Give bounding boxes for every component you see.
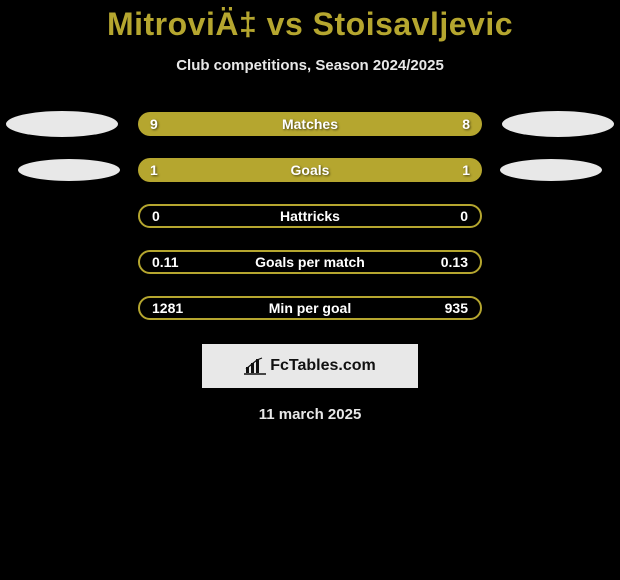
stat-bar: 1281 Min per goal 935 [138,296,482,320]
stat-value-right: 1 [462,162,470,178]
stat-row: 1281 Min per goal 935 [0,296,620,320]
stat-row: 9 Matches 8 [0,112,620,136]
stat-value-right: 935 [445,300,468,316]
infographic-container: MitroviÄ‡ vs Stoisavljevic Club competit… [0,0,620,423]
page-title: MitroviÄ‡ vs Stoisavljevic [0,6,620,43]
stat-value-right: 0 [460,208,468,224]
logo-text: FcTables.com [270,357,376,375]
ellipse-left [6,111,118,137]
logo-inner: FcTables.com [244,357,376,375]
stat-label: Hattricks [280,208,340,224]
stat-label: Goals [291,162,330,178]
stat-label: Goals per match [255,254,365,270]
ellipse-left [18,159,120,181]
stat-value-left: 1281 [152,300,183,316]
stat-bar: 9 Matches 8 [138,112,482,136]
ellipse-right [500,159,602,181]
stat-value-right: 0.13 [441,254,468,270]
stat-value-right: 8 [462,116,470,132]
stat-value-left: 0 [152,208,160,224]
subtitle: Club competitions, Season 2024/2025 [0,57,620,74]
stats-rows: 9 Matches 8 1 Goals 1 0 Hattricks 0 0.11 Goals per… [0,112,620,320]
stat-value-left: 9 [150,116,158,132]
stat-value-left: 0.11 [152,254,178,270]
date-text: 11 march 2025 [0,406,620,423]
bar-chart-icon [244,357,266,375]
stat-row: 0 Hattricks 0 [0,204,620,228]
stat-row: 0.11 Goals per match 0.13 [0,250,620,274]
stat-value-left: 1 [150,162,158,178]
logo-box: FcTables.com [202,344,418,388]
stat-row: 1 Goals 1 [0,158,620,182]
stat-label: Matches [282,116,338,132]
stat-bar: 0.11 Goals per match 0.13 [138,250,482,274]
stat-bar: 1 Goals 1 [138,158,482,182]
ellipse-right [502,111,614,137]
stat-bar: 0 Hattricks 0 [138,204,482,228]
stat-label: Min per goal [269,300,351,316]
